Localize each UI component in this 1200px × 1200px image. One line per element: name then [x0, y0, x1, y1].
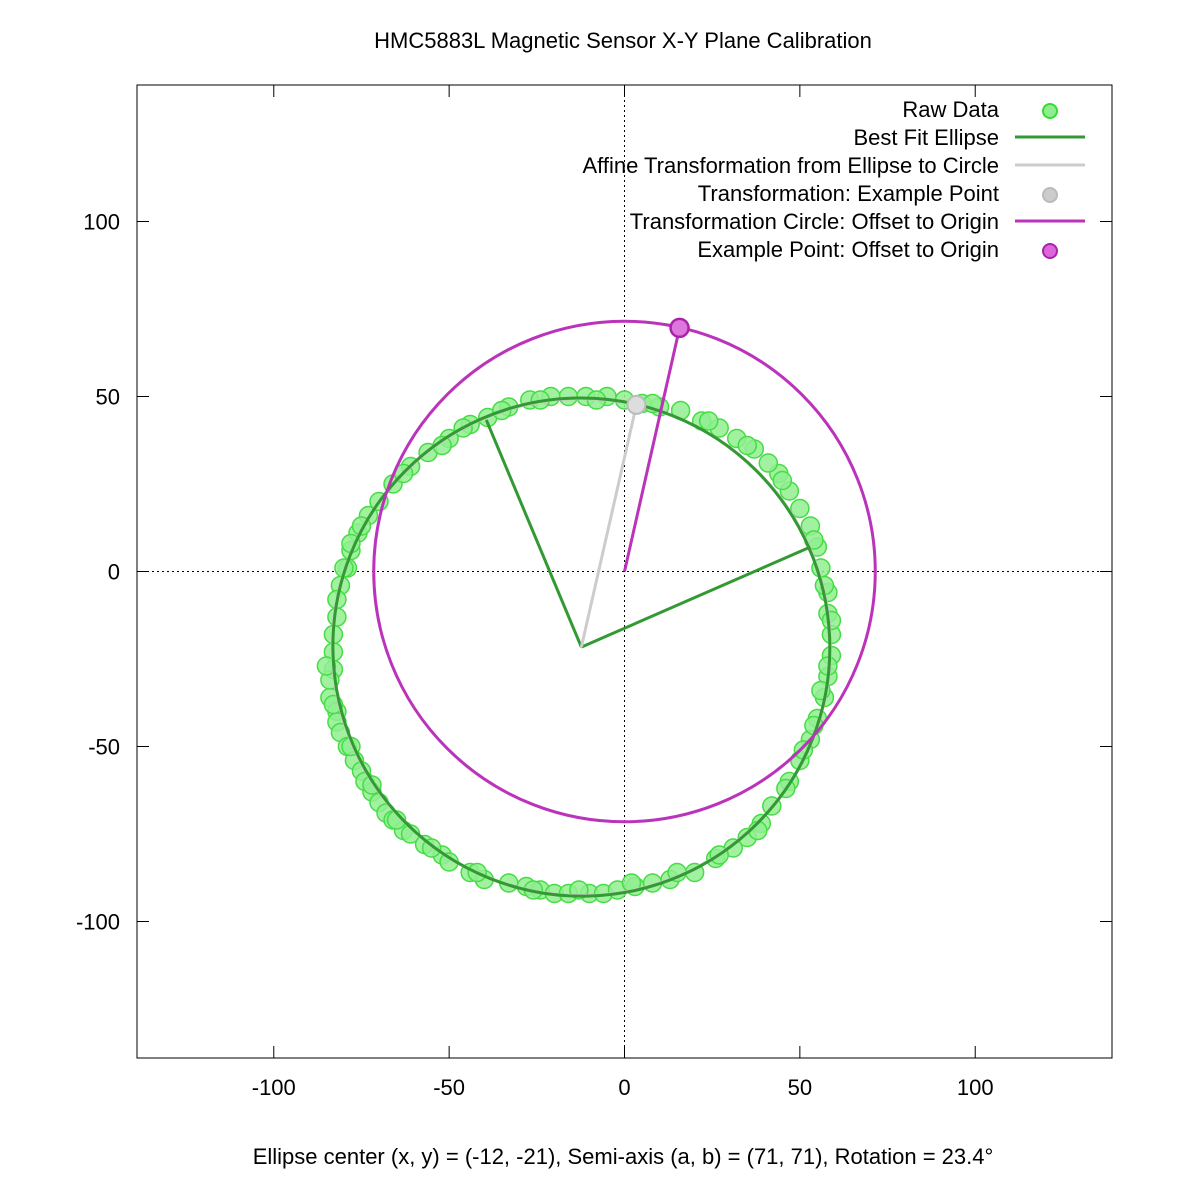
legend-label: Affine Transformation from Ellipse to Ci… — [582, 153, 999, 178]
offset-transformation-circle — [372, 319, 877, 824]
raw-data-point — [698, 411, 719, 431]
ellipse-semi-axis-a — [580, 545, 811, 649]
y-tick-label: 0 — [108, 560, 120, 585]
chart-title: HMC5883L Magnetic Sensor X-Y Plane Calib… — [374, 28, 872, 53]
x-axis-label: Ellipse center (x, y) = (-12, -21), Semi… — [253, 1144, 994, 1169]
legend: Raw Data Best Fit Ellipse Affine Transform… — [582, 97, 1085, 262]
offset-line — [623, 327, 682, 572]
y-tick-label: -50 — [88, 735, 120, 760]
x-tick-label: 0 — [618, 1075, 630, 1100]
x-tick-label: -100 — [252, 1075, 296, 1100]
x-tick-label: 50 — [788, 1075, 812, 1100]
y-tick-label: -100 — [76, 910, 120, 935]
y-tick-label: 100 — [83, 210, 120, 235]
legend-point-swatch — [1042, 243, 1058, 259]
raw-data-point — [772, 470, 793, 491]
legend-point-swatch — [1042, 187, 1058, 203]
fit-layer — [330, 317, 877, 898]
raw-data-point — [790, 498, 810, 519]
raw-data-point — [821, 610, 842, 631]
legend-label: Best Fit Ellipse — [854, 125, 1000, 150]
legend-label: Transformation: Example Point — [698, 181, 999, 206]
raw-data-point — [758, 453, 779, 473]
legend-label: Example Point: Offset to Origin — [697, 237, 999, 262]
axis-ticks: -100 -50 0 50 100 -100 -50 0 50 100 — [76, 85, 1112, 1100]
y-tick-label: 50 — [96, 385, 120, 410]
transformation-example-point — [626, 394, 647, 415]
affine-transformation-line — [579, 404, 638, 648]
raw-data-point — [558, 386, 579, 407]
ellipse-semi-axis-b — [484, 419, 583, 648]
x-tick-label: -50 — [433, 1075, 465, 1100]
x-tick-label: 100 — [957, 1075, 994, 1100]
legend-label: Raw Data — [902, 97, 999, 122]
raw-data-point — [316, 656, 337, 676]
legend-point-swatch — [1042, 103, 1058, 119]
raw-data-point — [737, 435, 758, 456]
legend-label: Transformation Circle: Offset to Origin — [630, 209, 999, 234]
offset-example-point — [669, 317, 690, 339]
